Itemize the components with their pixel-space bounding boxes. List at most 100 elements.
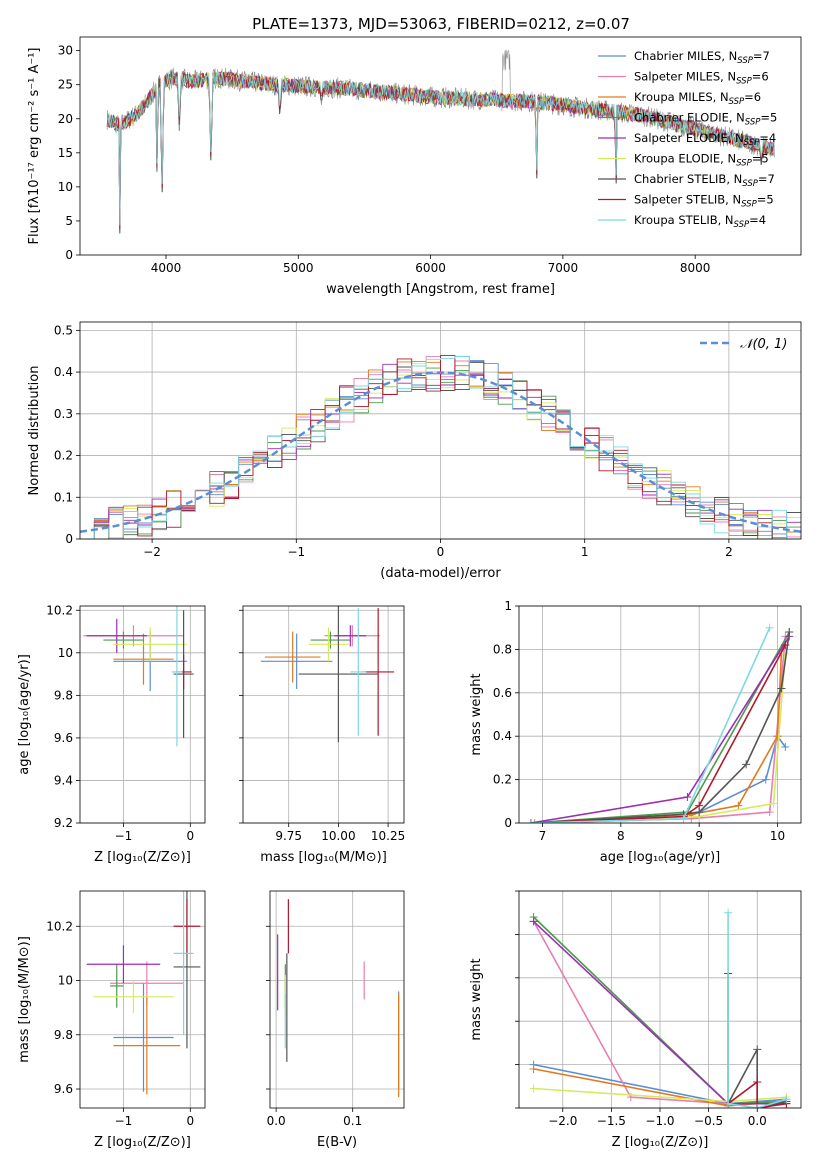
axes-mass_vs_EBV: 0.0 0.1 E(B-V) <box>266 890 405 1150</box>
x-tick-label: 7000 <box>548 261 579 275</box>
legend-tail: =5 <box>760 111 777 125</box>
axes-frame <box>79 36 802 256</box>
legend-entry: 𝒩(0, 1) <box>740 337 787 352</box>
legend-label: Chabrier ELODIE, N <box>634 111 745 125</box>
y-tick-label: 25 <box>58 78 73 92</box>
y-tick-label: 0.3 <box>54 407 73 421</box>
x-tick-label: 0 <box>437 545 445 559</box>
series-line <box>534 636 787 823</box>
legend-label: Kroupa ELODIE, N <box>634 152 736 166</box>
legend-tail: =4 <box>749 213 766 227</box>
legend-tail: =7 <box>753 49 770 63</box>
y-tick-label: 0.2 <box>493 773 512 787</box>
legend-sub: SSP <box>736 159 752 169</box>
x-ticks: −2.0 −1.5 −1.0 −0.5 0.0 <box>548 1108 767 1128</box>
legend-sub: SSP <box>737 56 753 66</box>
gridlines <box>243 606 404 824</box>
series-marker <box>782 1095 791 1104</box>
axes-residual_histogram: −2 −1 0 1 2 0 0.1 0.2 0.3 0.4 0.5 (data-model)/erro… <box>27 321 802 581</box>
x-tick-label: 8000 <box>680 261 711 275</box>
x-axis-label: mass [log₁₀(M/M⊙)] <box>260 850 387 865</box>
y-axis-label: mass weight <box>469 958 484 1040</box>
y-tick-label: 10 <box>58 974 73 988</box>
axes-frame <box>79 605 206 824</box>
series-line <box>530 635 790 823</box>
legend-tail: =4 <box>759 131 776 145</box>
legend-label: Chabrier STELIB, N <box>634 172 742 186</box>
x-tick-label: 6000 <box>415 261 446 275</box>
legend-entry: Chabrier STELIB, NSSP=7 <box>634 172 775 189</box>
y-axis-label: Normed distribution <box>27 366 42 496</box>
series-line <box>530 627 771 823</box>
x-tick-label: −2 <box>143 545 161 559</box>
x-tick-label: −1 <box>115 829 133 843</box>
histogram-step <box>80 356 801 539</box>
y-tick-label: 10.2 <box>46 603 73 617</box>
x-axis-label: E(B-V) <box>317 1135 357 1150</box>
x-tick-label: 0.1 <box>343 1114 362 1128</box>
plot-area <box>83 606 194 747</box>
legend-sub: SSP <box>736 77 752 87</box>
legend-tail: =5 <box>752 152 769 166</box>
y-tick-label: 9.6 <box>54 1082 73 1096</box>
x-axis-label: Z [log₁₀(Z/Z⊙)] <box>94 1135 191 1150</box>
axes-frame <box>79 890 206 1109</box>
figure-title: PLATE=1373, MJD=53063, FIBERID=0212, z=0… <box>252 15 630 33</box>
series-marker <box>529 917 538 926</box>
legend-entry: Kroupa STELIB, NSSP=4 <box>634 213 766 230</box>
y-tick-label: 10 <box>58 646 73 660</box>
series-marker <box>773 732 782 741</box>
x-tick-label: 1 <box>581 545 589 559</box>
axes-frame <box>269 890 405 1109</box>
y-tick-label: 0.5 <box>54 323 73 337</box>
legend-tail: =7 <box>758 172 775 186</box>
y-tick-label: 15 <box>58 146 73 160</box>
y-ticks: 0 0.2 0.4 0.6 0.8 1 <box>493 599 519 830</box>
y-tick-label: 9.6 <box>54 731 73 745</box>
series-marker <box>777 684 786 693</box>
gridlines <box>80 606 205 824</box>
legend-label: Kroupa STELIB, N <box>634 213 734 227</box>
y-tick-label: 0.4 <box>493 729 512 743</box>
x-tick-label: −0.5 <box>694 1114 723 1128</box>
legend-label: Kroupa MILES, N <box>634 90 729 104</box>
series-marker <box>695 801 704 810</box>
y-ticks: 0 5 10 15 20 25 30 <box>58 44 80 262</box>
legend-sub: SSP <box>734 220 750 230</box>
x-tick-label: 7 <box>539 829 547 843</box>
axes-frame <box>242 605 405 824</box>
series-marker <box>769 799 778 808</box>
y-axis-label: mass [log₁₀(M/M⊙)] <box>17 936 32 1063</box>
y-ticks <box>515 890 519 1109</box>
y-tick-label: 30 <box>58 44 73 58</box>
gridlines <box>519 605 801 824</box>
plot-area <box>277 899 400 1098</box>
y-tick-label: 20 <box>58 112 73 126</box>
legend-tail: =5 <box>757 193 774 207</box>
x-ticks: 4000 5000 6000 7000 8000 <box>151 255 711 275</box>
legend-sub: SSP <box>741 200 757 210</box>
y-tick-label: 9.8 <box>54 688 73 702</box>
x-ticks: −2 −1 0 1 2 <box>143 539 733 559</box>
x-axis-label: age [log₁₀(age/yr)] <box>600 850 721 865</box>
legend-entry: Salpeter ELODIE, NSSP=4 <box>634 131 776 148</box>
y-tick-label: 9.2 <box>54 816 73 830</box>
legend-entry: Salpeter MILES, NSSP=6 <box>634 70 769 87</box>
series-line <box>530 631 791 823</box>
series-marker <box>526 819 535 823</box>
x-ticks: −1 0 <box>115 823 194 843</box>
series-marker <box>765 808 774 817</box>
series-line <box>530 653 783 823</box>
axes-mass_weight_vs_age: 7 8 9 10 0 0.2 0.4 0.6 0.8 1 age [log₁₀(age/yr)] ma… <box>469 599 802 865</box>
x-tick-label: 0.0 <box>267 1114 286 1128</box>
gridlines <box>519 890 801 1109</box>
legend-label: Salpeter MILES, N <box>634 70 736 84</box>
y-ticks: 9.2 9.4 9.6 9.8 10 10.2 <box>46 603 80 830</box>
x-tick-label: −1 <box>115 1114 133 1128</box>
model-spectrum-line <box>106 70 775 226</box>
x-tick-label: −1.5 <box>597 1114 626 1128</box>
y-tick-label: 0.2 <box>54 449 73 463</box>
axes-frame <box>518 605 802 824</box>
x-tick-label: 8 <box>617 829 625 843</box>
y-axis-label: age [log₁₀(age/yr)] <box>17 654 32 775</box>
